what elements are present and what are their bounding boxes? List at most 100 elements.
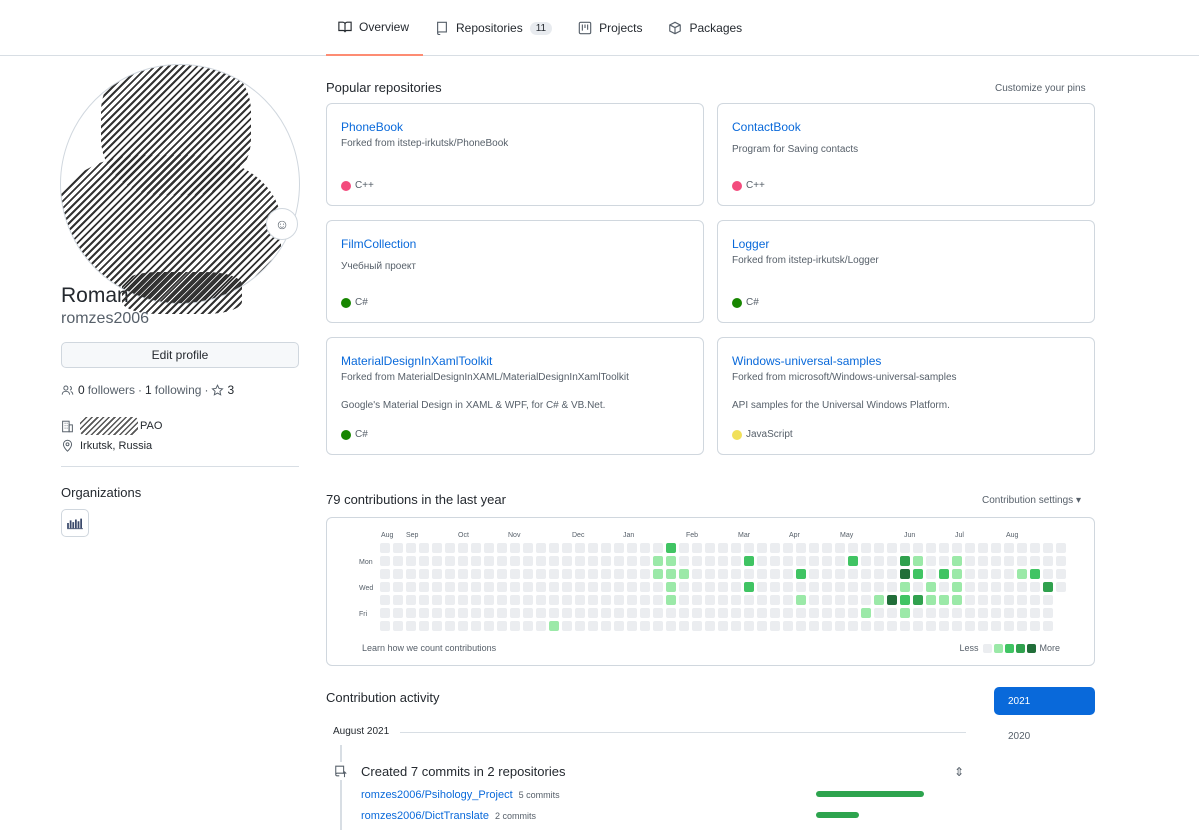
contribution-cell[interactable] bbox=[705, 582, 715, 592]
contribution-cell[interactable] bbox=[471, 582, 481, 592]
contribution-cell[interactable] bbox=[1043, 608, 1053, 618]
contribution-cell[interactable] bbox=[510, 569, 520, 579]
contribution-cell[interactable] bbox=[419, 621, 429, 631]
contribution-cell[interactable] bbox=[562, 608, 572, 618]
contribution-cell[interactable] bbox=[640, 621, 650, 631]
contribution-cell[interactable] bbox=[744, 595, 754, 605]
contribution-cell[interactable] bbox=[523, 595, 533, 605]
contribution-cell[interactable] bbox=[1056, 543, 1066, 553]
contribution-cell[interactable] bbox=[887, 608, 897, 618]
contribution-cell[interactable] bbox=[497, 543, 507, 553]
contribution-cell[interactable] bbox=[445, 556, 455, 566]
contribution-cell[interactable] bbox=[419, 543, 429, 553]
contribution-cell[interactable] bbox=[796, 595, 806, 605]
contribution-cell[interactable] bbox=[679, 556, 689, 566]
contribution-cell[interactable] bbox=[809, 543, 819, 553]
contribution-cell[interactable] bbox=[666, 608, 676, 618]
contribution-cell[interactable] bbox=[835, 608, 845, 618]
contribution-cell[interactable] bbox=[458, 608, 468, 618]
contribution-cell[interactable] bbox=[666, 556, 676, 566]
contribution-cell[interactable] bbox=[588, 543, 598, 553]
contribution-cell[interactable] bbox=[1004, 582, 1014, 592]
contribution-cell[interactable] bbox=[484, 621, 494, 631]
contribution-cell[interactable] bbox=[887, 569, 897, 579]
following-count[interactable]: 1 bbox=[145, 383, 152, 397]
contribution-cell[interactable] bbox=[692, 621, 702, 631]
contribution-cell[interactable] bbox=[614, 582, 624, 592]
contribution-cell[interactable] bbox=[731, 595, 741, 605]
contribution-cell[interactable] bbox=[796, 556, 806, 566]
contribution-cell[interactable] bbox=[848, 556, 858, 566]
contribution-cell[interactable] bbox=[783, 556, 793, 566]
contribution-cell[interactable] bbox=[1056, 569, 1066, 579]
contribution-cell[interactable] bbox=[601, 595, 611, 605]
contribution-cell[interactable] bbox=[419, 556, 429, 566]
contribution-cell[interactable] bbox=[653, 621, 663, 631]
contribution-cell[interactable] bbox=[783, 569, 793, 579]
contribution-cell[interactable] bbox=[1043, 582, 1053, 592]
contribution-cell[interactable] bbox=[614, 621, 624, 631]
contribution-cell[interactable] bbox=[692, 608, 702, 618]
contribution-cell[interactable] bbox=[484, 556, 494, 566]
contribution-cell[interactable] bbox=[1017, 569, 1027, 579]
contribution-cell[interactable] bbox=[705, 621, 715, 631]
contribution-cell[interactable] bbox=[1043, 569, 1053, 579]
contribution-cell[interactable] bbox=[393, 543, 403, 553]
contribution-cell[interactable] bbox=[874, 582, 884, 592]
contribution-cell[interactable] bbox=[1017, 582, 1027, 592]
repo-name-link[interactable]: Logger bbox=[732, 237, 770, 251]
contribution-cell[interactable] bbox=[497, 595, 507, 605]
set-status-button[interactable]: ☺ bbox=[266, 208, 298, 240]
contribution-cell[interactable] bbox=[978, 608, 988, 618]
contribution-cell[interactable] bbox=[523, 543, 533, 553]
contribution-cell[interactable] bbox=[432, 543, 442, 553]
contribution-cell[interactable] bbox=[861, 569, 871, 579]
contribution-cell[interactable] bbox=[601, 556, 611, 566]
contribution-cell[interactable] bbox=[497, 556, 507, 566]
contribution-cell[interactable] bbox=[874, 569, 884, 579]
contribution-cell[interactable] bbox=[679, 582, 689, 592]
contribution-cell[interactable] bbox=[1017, 608, 1027, 618]
contribution-cell[interactable] bbox=[666, 569, 676, 579]
contribution-cell[interactable] bbox=[1004, 569, 1014, 579]
contribution-cell[interactable] bbox=[510, 543, 520, 553]
contribution-cell[interactable] bbox=[562, 582, 572, 592]
contribution-cell[interactable] bbox=[588, 556, 598, 566]
contribution-cell[interactable] bbox=[627, 569, 637, 579]
contribution-cell[interactable] bbox=[822, 582, 832, 592]
contribution-cell[interactable] bbox=[575, 595, 585, 605]
following-label[interactable]: following bbox=[154, 383, 202, 397]
contribution-cell[interactable] bbox=[432, 569, 442, 579]
contribution-cell[interactable] bbox=[679, 543, 689, 553]
contribution-cell[interactable] bbox=[770, 569, 780, 579]
contribution-cell[interactable] bbox=[731, 621, 741, 631]
contribution-cell[interactable] bbox=[1004, 543, 1014, 553]
contribution-cell[interactable] bbox=[666, 621, 676, 631]
contribution-cell[interactable] bbox=[406, 595, 416, 605]
contribution-cell[interactable] bbox=[419, 569, 429, 579]
contribution-cell[interactable] bbox=[861, 543, 871, 553]
contribution-cell[interactable] bbox=[1017, 543, 1027, 553]
contribution-cell[interactable] bbox=[1030, 621, 1040, 631]
contribution-cell[interactable] bbox=[978, 569, 988, 579]
contribution-cell[interactable] bbox=[991, 621, 1001, 631]
contribution-cell[interactable] bbox=[952, 543, 962, 553]
contribution-cell[interactable] bbox=[393, 556, 403, 566]
contribution-cell[interactable] bbox=[640, 569, 650, 579]
contribution-cell[interactable] bbox=[471, 595, 481, 605]
contribution-cell[interactable] bbox=[471, 569, 481, 579]
contribution-cell[interactable] bbox=[926, 543, 936, 553]
contribution-cell[interactable] bbox=[445, 582, 455, 592]
contribution-cell[interactable] bbox=[562, 556, 572, 566]
contribution-cell[interactable] bbox=[627, 608, 637, 618]
contribution-cell[interactable] bbox=[770, 595, 780, 605]
commit-repo-link[interactable]: romzes2006/DictTranslate bbox=[361, 810, 489, 822]
contribution-cell[interactable] bbox=[991, 608, 1001, 618]
contribution-cell[interactable] bbox=[380, 543, 390, 553]
contribution-cell[interactable] bbox=[835, 556, 845, 566]
followers-label[interactable]: followers bbox=[87, 383, 136, 397]
stars-count[interactable]: 3 bbox=[227, 383, 235, 397]
contribution-cell[interactable] bbox=[952, 582, 962, 592]
contribution-cell[interactable] bbox=[536, 556, 546, 566]
contribution-cell[interactable] bbox=[588, 595, 598, 605]
